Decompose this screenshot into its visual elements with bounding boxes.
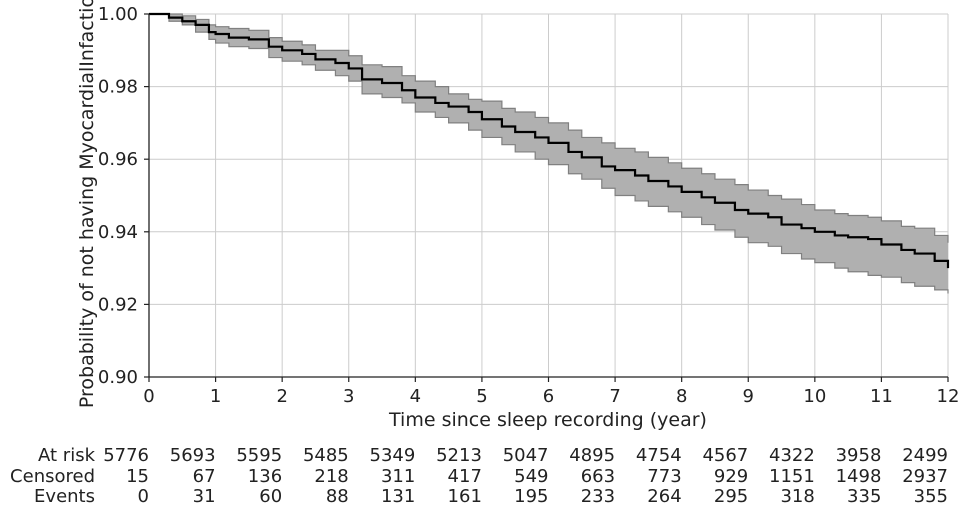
risk-table-row-label: At risk xyxy=(38,445,96,466)
x-tick-label: 9 xyxy=(743,386,754,407)
risk-table-cell: 929 xyxy=(714,466,748,487)
risk-table-cell: 0 xyxy=(138,486,149,507)
risk-table-cell: 218 xyxy=(314,466,348,487)
x-tick-label: 11 xyxy=(870,386,893,407)
risk-table-cell: 5047 xyxy=(503,445,549,466)
x-tick-label: 10 xyxy=(803,386,826,407)
risk-table-row-label: Events xyxy=(34,486,95,507)
risk-table-cell: 5213 xyxy=(436,445,482,466)
y-tick-label: 0.98 xyxy=(98,77,138,98)
x-tick-label: 6 xyxy=(543,386,554,407)
risk-table-cell: 4322 xyxy=(769,445,815,466)
risk-table-cell: 5693 xyxy=(170,445,216,466)
risk-table-cell: 131 xyxy=(381,486,415,507)
y-tick-label: 0.90 xyxy=(98,367,138,388)
x-tick-label: 7 xyxy=(609,386,620,407)
x-tick-label: 4 xyxy=(410,386,421,407)
risk-table: At risk 5776 5693 5595 5485 5349 5213 5047 4895 4… xyxy=(10,445,948,507)
x-tick-labels: 0 1 2 3 4 5 6 7 8 9 10 11 12 xyxy=(143,386,959,407)
risk-table-cell: 233 xyxy=(581,486,615,507)
risk-table-cell: 264 xyxy=(647,486,681,507)
risk-table-cell: 5485 xyxy=(303,445,349,466)
risk-table-cell: 67 xyxy=(193,466,216,487)
risk-table-cell: 355 xyxy=(914,486,948,507)
ci-upper-edge xyxy=(149,13,949,243)
risk-table-cell: 1498 xyxy=(836,466,882,487)
risk-table-cell: 5349 xyxy=(370,445,416,466)
x-tick-label: 12 xyxy=(937,386,960,407)
risk-table-cell: 311 xyxy=(381,466,415,487)
axes xyxy=(144,13,949,382)
x-tick-label: 8 xyxy=(676,386,687,407)
risk-table-cell: 5776 xyxy=(103,445,149,466)
risk-table-cell: 31 xyxy=(193,486,216,507)
y-tick-label: 0.94 xyxy=(98,222,138,243)
risk-table-cell: 3958 xyxy=(836,445,882,466)
risk-table-cell: 663 xyxy=(581,466,615,487)
risk-table-cell: 4895 xyxy=(569,445,615,466)
y-tick-label: 0.96 xyxy=(98,149,138,170)
risk-table-cell: 295 xyxy=(714,486,748,507)
confidence-band xyxy=(149,14,948,294)
x-tick-label: 2 xyxy=(276,386,287,407)
risk-table-cell: 15 xyxy=(126,466,149,487)
risk-table-cell: 4754 xyxy=(636,445,682,466)
risk-table-row-label: Censored xyxy=(10,466,95,487)
risk-table-cell: 4567 xyxy=(702,445,748,466)
y-tick-label: 0.92 xyxy=(98,294,138,315)
risk-table-cell: 1151 xyxy=(769,466,815,487)
risk-table-cell: 318 xyxy=(780,486,814,507)
risk-table-cell: 161 xyxy=(448,486,482,507)
risk-table-cell: 417 xyxy=(448,466,482,487)
risk-table-cell: 5595 xyxy=(236,445,282,466)
y-tick-label: 1.00 xyxy=(98,4,138,25)
survival-curve-group xyxy=(149,12,950,269)
risk-table-cell: 195 xyxy=(514,486,548,507)
survival-curve xyxy=(149,12,950,269)
risk-table-cell: 335 xyxy=(847,486,881,507)
grid-lines xyxy=(148,13,949,378)
y-tick-labels: 0.90 0.92 0.94 0.96 0.98 1.00 xyxy=(98,4,138,388)
ci-lower-edge xyxy=(149,13,949,294)
x-tick-label: 1 xyxy=(210,386,221,407)
x-tick-label: 0 xyxy=(143,386,154,407)
y-axis-title: Probability of not having MyocardialInfa… xyxy=(76,0,98,408)
x-axis-title: Time since sleep recording (year) xyxy=(388,409,707,431)
x-tick-label: 5 xyxy=(476,386,487,407)
risk-table-cell: 136 xyxy=(248,466,282,487)
risk-table-cell: 60 xyxy=(259,486,282,507)
risk-table-cell: 773 xyxy=(647,466,681,487)
risk-table-cell: 88 xyxy=(326,486,349,507)
risk-table-cell: 2937 xyxy=(902,466,948,487)
risk-table-cell: 549 xyxy=(514,466,548,487)
risk-table-cell: 2499 xyxy=(902,445,948,466)
x-tick-label: 3 xyxy=(343,386,354,407)
confidence-band-group xyxy=(149,13,949,294)
